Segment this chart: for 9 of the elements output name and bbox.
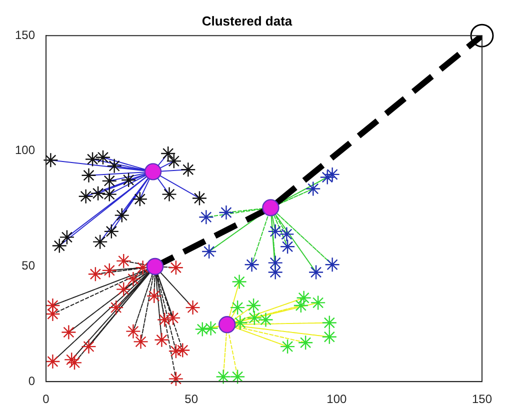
x-tick-label: 50 [184, 392, 198, 406]
y-tick-label: 150 [14, 28, 36, 42]
x-tick-label: 100 [326, 392, 348, 406]
x-tick-label: 0 [42, 392, 50, 406]
y-tick-label: 0 [28, 374, 36, 388]
y-tick-label: 50 [22, 258, 36, 273]
x-tick-label: 150 [472, 392, 492, 406]
chart-title: Clustered data [202, 13, 293, 28]
y-tick-label: 100 [14, 143, 36, 158]
